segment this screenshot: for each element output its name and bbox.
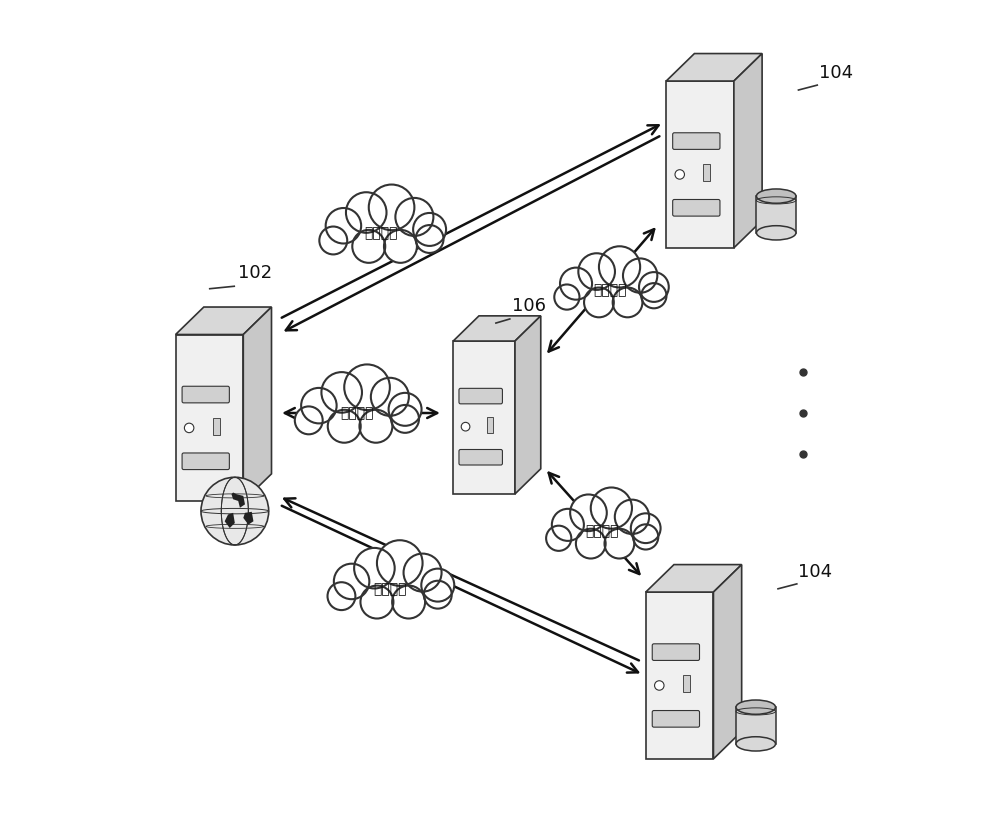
Text: 104: 104 [819,64,853,82]
Ellipse shape [756,189,796,203]
Circle shape [461,422,470,431]
Text: 106: 106 [512,297,546,315]
Circle shape [599,246,640,287]
Polygon shape [176,335,243,501]
Ellipse shape [736,700,776,714]
Polygon shape [646,592,713,759]
Circle shape [334,563,369,599]
Text: 102: 102 [238,264,272,282]
Text: 网络连接: 网络连接 [373,582,406,596]
Circle shape [591,487,632,529]
FancyBboxPatch shape [487,417,493,433]
Circle shape [360,586,393,619]
FancyBboxPatch shape [459,449,502,465]
Circle shape [584,287,614,317]
FancyBboxPatch shape [652,643,700,661]
Circle shape [578,254,615,290]
Circle shape [576,529,606,558]
Circle shape [421,568,454,601]
Circle shape [570,495,607,531]
Circle shape [424,581,452,609]
Polygon shape [453,341,515,494]
Circle shape [328,582,355,610]
Circle shape [184,423,194,433]
Circle shape [295,406,323,434]
Circle shape [604,529,634,558]
Circle shape [328,410,361,443]
Circle shape [641,283,666,308]
Polygon shape [713,565,742,759]
Circle shape [554,284,579,310]
Polygon shape [176,307,272,335]
Circle shape [321,373,362,413]
Polygon shape [225,513,235,528]
Circle shape [639,272,669,301]
FancyBboxPatch shape [673,200,720,216]
Text: 104: 104 [798,563,833,581]
Circle shape [675,169,684,179]
Circle shape [354,548,395,588]
Circle shape [319,226,347,254]
FancyBboxPatch shape [182,453,229,470]
Circle shape [613,287,642,317]
FancyBboxPatch shape [331,576,448,602]
Circle shape [413,213,446,246]
Polygon shape [453,316,541,341]
Text: 网络连接: 网络连接 [594,283,627,297]
Text: 网络连接: 网络连接 [585,525,619,539]
Polygon shape [243,512,253,525]
Circle shape [615,500,649,534]
Circle shape [377,540,423,586]
Circle shape [384,230,417,263]
Circle shape [346,192,387,233]
Text: 网络连接: 网络连接 [340,406,374,420]
FancyBboxPatch shape [213,418,220,434]
Polygon shape [756,196,796,233]
Polygon shape [736,707,776,744]
Circle shape [392,586,425,619]
Circle shape [369,184,414,230]
Circle shape [631,513,661,543]
Polygon shape [666,54,762,81]
Circle shape [552,509,584,541]
Polygon shape [231,492,245,508]
Polygon shape [734,54,762,248]
FancyBboxPatch shape [299,400,415,426]
Polygon shape [666,81,734,248]
Circle shape [404,553,442,591]
Circle shape [395,198,433,236]
Polygon shape [243,307,272,501]
Circle shape [655,681,664,691]
Ellipse shape [736,737,776,751]
FancyBboxPatch shape [323,220,440,246]
Circle shape [546,525,571,551]
FancyBboxPatch shape [652,710,700,727]
FancyBboxPatch shape [558,278,663,302]
Circle shape [352,230,385,263]
FancyBboxPatch shape [459,388,502,404]
Circle shape [359,410,392,443]
Text: 网络连接: 网络连接 [365,226,398,240]
Circle shape [201,477,269,545]
Polygon shape [515,316,541,494]
FancyBboxPatch shape [673,133,720,150]
FancyBboxPatch shape [550,520,655,544]
Circle shape [389,393,422,425]
Ellipse shape [756,225,796,240]
Circle shape [344,364,390,410]
Circle shape [633,525,658,549]
FancyBboxPatch shape [182,387,229,403]
FancyBboxPatch shape [683,676,690,692]
Circle shape [371,377,409,415]
FancyBboxPatch shape [703,164,710,181]
Circle shape [326,208,361,244]
Circle shape [416,225,444,253]
Circle shape [391,405,419,433]
Circle shape [301,388,337,424]
Circle shape [560,268,592,300]
Circle shape [623,259,657,292]
Polygon shape [646,565,742,592]
